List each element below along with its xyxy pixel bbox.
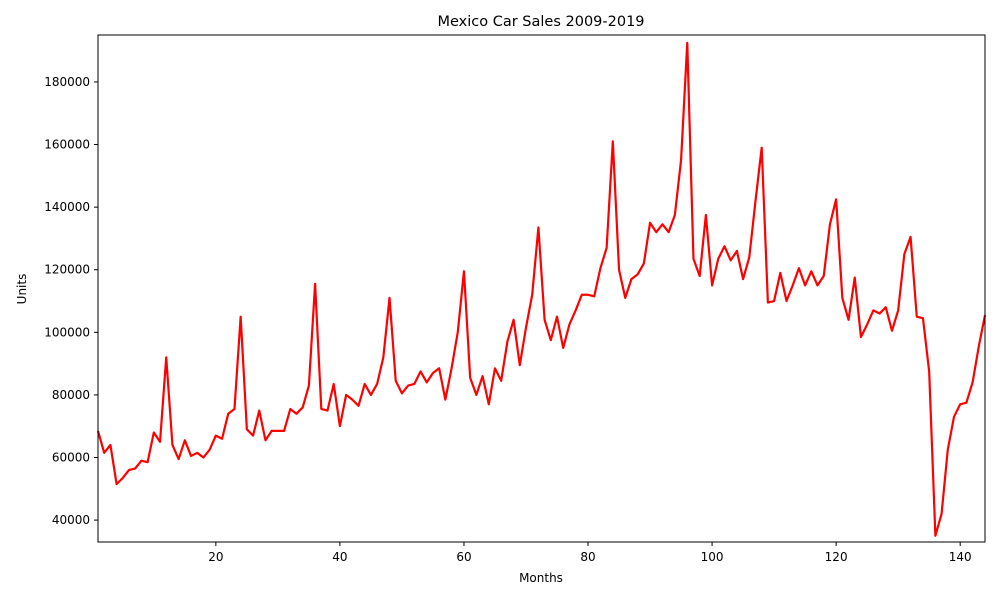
x-tick-label: 60	[456, 550, 471, 564]
y-tick-label: 40000	[52, 513, 90, 527]
x-axis-ticks: 20 40 60 80 100 120 140	[208, 542, 972, 564]
x-tick-label: 40	[332, 550, 347, 564]
x-tick-label: 100	[701, 550, 724, 564]
y-tick-label: 120000	[44, 263, 90, 277]
plot-area	[96, 41, 987, 537]
plot-frame	[97, 34, 986, 543]
chart-title: Mexico Car Sales 2009-2019	[437, 14, 644, 30]
series-line	[96, 41, 987, 537]
y-tick-label: 100000	[44, 325, 90, 339]
y-axis-ticks: 40000 60000 80000 100000 120000 140000 160000 1…	[44, 75, 98, 527]
y-tick-label: 180000	[44, 75, 90, 89]
x-axis-label: Months	[519, 571, 563, 585]
x-tick-label: 140	[949, 550, 972, 564]
y-tick-label: 160000	[44, 138, 90, 152]
y-tick-label: 60000	[52, 451, 90, 465]
x-tick-label: 120	[825, 550, 848, 564]
y-tick-label: 140000	[44, 200, 90, 214]
x-tick-label: 80	[580, 550, 595, 564]
x-tick-label: 20	[208, 550, 223, 564]
y-tick-label: 80000	[52, 388, 90, 402]
y-axis-label: Units	[15, 274, 29, 305]
